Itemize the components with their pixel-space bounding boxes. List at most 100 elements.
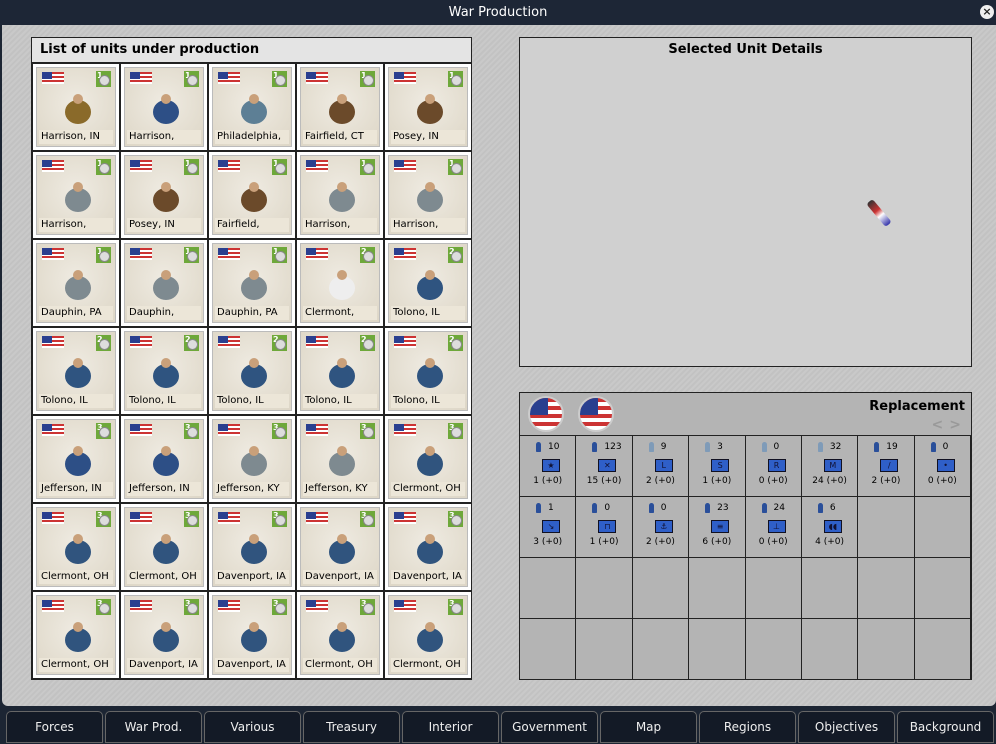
- replacement-cell[interactable]: 0 ⚓ 2 (+0): [632, 497, 690, 558]
- unit-card[interactable]: 1 Dauphin, PA: [208, 239, 296, 327]
- tab-objectives[interactable]: Objectives: [798, 711, 895, 743]
- unit-card[interactable]: 3 Jefferson, KY: [208, 415, 296, 503]
- close-icon[interactable]: ×: [980, 5, 994, 19]
- chevron-left-icon[interactable]: <: [931, 417, 950, 433]
- unit-card-body: 1 Harrison,: [124, 67, 204, 147]
- cavalry-icon: [153, 358, 179, 388]
- unit-card[interactable]: 3 Clermont, OH: [32, 591, 120, 679]
- unit-card[interactable]: 3 Jefferson, IN: [32, 415, 120, 503]
- unit-card[interactable]: 2 Tolono, IL: [384, 239, 472, 327]
- unit-card-body: 1 Harrison,: [36, 155, 116, 235]
- unit-location: Posey, IN: [127, 218, 201, 232]
- unit-card[interactable]: 1 Harrison,: [32, 151, 120, 239]
- empty-replacement-cell: [576, 619, 633, 680]
- unit-card[interactable]: 1 Fairfield,: [208, 151, 296, 239]
- unit-card[interactable]: 1 Fairfield, CT: [296, 63, 384, 151]
- unit-card[interactable]: 1 Posey, IN: [384, 63, 472, 151]
- unit-card[interactable]: 1 Harrison, IN: [32, 63, 120, 151]
- unit-card[interactable]: 3 Jefferson, IN: [120, 415, 208, 503]
- replacement-cell[interactable]: 3 S 1 (+0): [689, 436, 746, 497]
- unit-card[interactable]: 3 Clermont, OH: [384, 591, 472, 679]
- unit-card[interactable]: 3 Davenport, IA: [120, 591, 208, 679]
- unit-card[interactable]: 2 Tolono, IL: [32, 327, 120, 415]
- unit-card-body: 2 Tolono, IL: [36, 331, 116, 411]
- tab-government[interactable]: Government: [501, 711, 598, 743]
- unit-card[interactable]: 1 Harrison,: [384, 151, 472, 239]
- unit-card[interactable]: 3 Clermont, OH: [296, 591, 384, 679]
- replacement-cell[interactable]: 1 ↘ 3 (+0): [520, 497, 577, 558]
- replacement-cell[interactable]: 0 ⊓ 1 (+0): [576, 497, 633, 558]
- unit-card[interactable]: 2 Tolono, IL: [384, 327, 472, 415]
- usa-flag-icon: [218, 424, 240, 436]
- unit-card[interactable]: 3 Davenport, IA: [296, 503, 384, 591]
- unit-card[interactable]: 1 Dauphin, PA: [32, 239, 120, 327]
- war-production-window: List of units under production 1 Harriso…: [2, 25, 996, 706]
- unit-card-body: 3 Clermont, OH: [36, 507, 116, 587]
- usa-flag-icon: [394, 160, 416, 172]
- unit-card-body: 2 Clermont,: [300, 243, 380, 323]
- unit-card[interactable]: 2 Tolono, IL: [296, 327, 384, 415]
- usa-flag-icon: [306, 424, 328, 436]
- unit-card[interactable]: 3 Clermont, OH: [32, 503, 120, 591]
- tab-treasury[interactable]: Treasury: [303, 711, 400, 743]
- replacement-cell[interactable]: 10 ★ 1 (+0): [520, 436, 577, 497]
- unit-card[interactable]: 1 Harrison,: [120, 63, 208, 151]
- tab-map[interactable]: Map: [600, 711, 697, 743]
- tab-regions[interactable]: Regions: [699, 711, 796, 743]
- usa-naval-button[interactable]: [578, 396, 614, 432]
- unit-card[interactable]: 3 Davenport, IA: [208, 503, 296, 591]
- unit-location: Posey, IN: [391, 130, 465, 144]
- manpower-count: 3: [717, 442, 723, 452]
- manpower-count: 10: [548, 442, 560, 452]
- replacement-cell[interactable]: 24 ⊥ 0 (+0): [745, 497, 802, 558]
- unit-card[interactable]: 1 Dauphin,: [120, 239, 208, 327]
- unit-card[interactable]: 3 Jefferson, KY: [296, 415, 384, 503]
- replacement-cell[interactable]: 23 ≡ 6 (+0): [689, 497, 746, 558]
- tab-forces[interactable]: Forces: [6, 711, 103, 743]
- turns-badge: 1: [272, 247, 287, 263]
- horse-artillery-icon: [241, 182, 267, 212]
- infantry-icon: [417, 446, 443, 476]
- unit-card[interactable]: 3 Davenport, IA: [384, 503, 472, 591]
- officer-icon: [153, 446, 179, 476]
- unit-card[interactable]: 2 Clermont,: [296, 239, 384, 327]
- empty-replacement-cell: [689, 619, 746, 680]
- usa-flag-button[interactable]: [528, 396, 564, 432]
- usa-flag-icon: [218, 600, 240, 612]
- unit-location: Clermont, OH: [391, 658, 465, 672]
- unit-card[interactable]: 1 Philadelphia,: [208, 63, 296, 151]
- unit-card[interactable]: 2 Tolono, IL: [208, 327, 296, 415]
- replacement-cell[interactable]: 6 ◖◖ 4 (+0): [801, 497, 859, 558]
- manpower-icon: [592, 442, 598, 452]
- replacement-cell[interactable]: 0 • 0 (+0): [914, 436, 971, 497]
- unit-card[interactable]: 1 Posey, IN: [120, 151, 208, 239]
- empty-replacement-cell: [745, 619, 802, 680]
- unit-card[interactable]: 2 Tolono, IL: [120, 327, 208, 415]
- replacement-cell[interactable]: 32 M 24 (+0): [801, 436, 859, 497]
- unit-location: Jefferson, IN: [127, 482, 201, 496]
- chevron-right-icon[interactable]: >: [949, 417, 967, 433]
- tab-war-prod[interactable]: War Prod.: [105, 711, 202, 743]
- replacement-title: Replacement: [869, 399, 965, 414]
- turns-badge: 3: [448, 599, 463, 615]
- unit-card[interactable]: 1 Harrison,: [296, 151, 384, 239]
- unit-card-body: 3 Davenport, IA: [212, 507, 292, 587]
- replacement-cell[interactable]: 123 ✕ 15 (+0): [576, 436, 633, 497]
- replacement-cell[interactable]: 19 / 2 (+0): [858, 436, 915, 497]
- unit-card[interactable]: 3 Clermont, OH: [384, 415, 472, 503]
- replacement-cell[interactable]: 0 R 0 (+0): [745, 436, 802, 497]
- replacement-cell[interactable]: 9 L 2 (+0): [632, 436, 690, 497]
- unit-card[interactable]: 3 Clermont, OH: [120, 503, 208, 591]
- unit-card-body: 3 Davenport, IA: [388, 507, 468, 587]
- manpower-icon: [817, 503, 823, 513]
- unit-location: Clermont, OH: [303, 658, 377, 672]
- unit-location: Clermont, OH: [127, 570, 201, 584]
- tab-background[interactable]: Background: [897, 711, 994, 743]
- selected-unit-details-panel: Selected Unit Details: [519, 37, 972, 367]
- tab-various[interactable]: Various: [204, 711, 301, 743]
- replacement-value: 0 (+0): [758, 476, 788, 486]
- unit-card[interactable]: 3 Davenport, IA: [208, 591, 296, 679]
- turns-badge: 3: [96, 599, 111, 615]
- horse-artillery-icon: [153, 182, 179, 212]
- tab-interior[interactable]: Interior: [402, 711, 499, 743]
